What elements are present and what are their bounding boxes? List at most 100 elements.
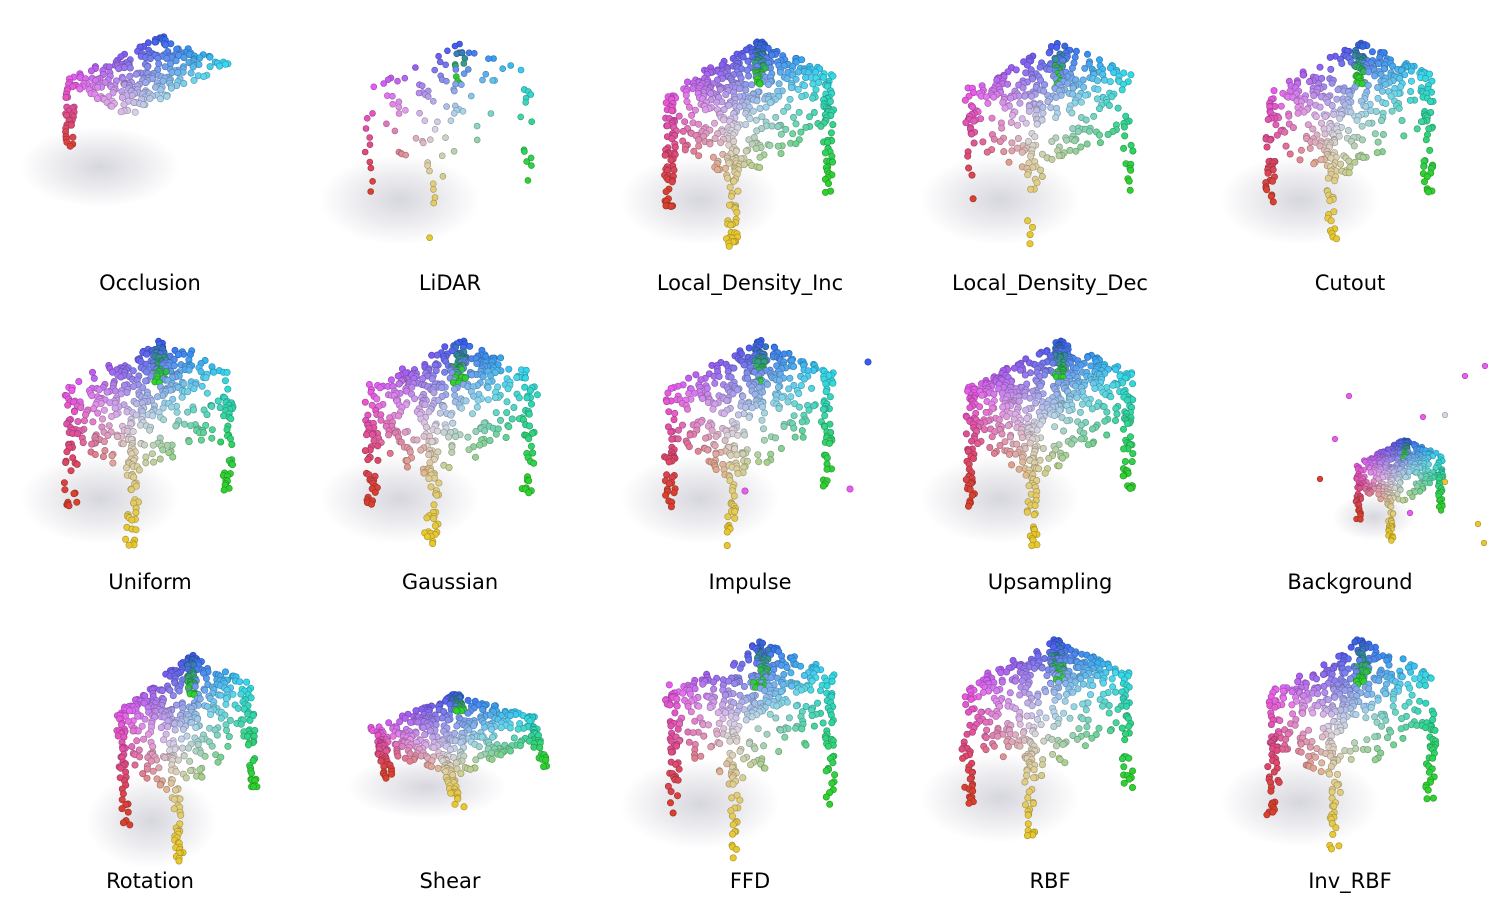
cloud-point [1126, 186, 1134, 194]
cloud-point [675, 426, 683, 434]
cloud-point [1269, 198, 1277, 206]
cloud-point [117, 390, 125, 398]
cloud-point [784, 103, 792, 111]
cloud-point [160, 736, 168, 744]
cloud-point [217, 438, 225, 446]
cloud-point [528, 118, 535, 125]
cloud-point [132, 411, 140, 419]
cloud-point [425, 408, 433, 416]
cloud-point [772, 434, 780, 442]
cloud-point [1304, 121, 1312, 129]
cloud-point [1007, 119, 1015, 127]
cloud-point [981, 426, 989, 434]
cloud-point [401, 74, 409, 82]
cloud-point [706, 140, 714, 148]
cloud-point [1030, 511, 1038, 519]
cloud-point [385, 431, 393, 439]
cloud-point [1024, 171, 1032, 179]
cloud-point [1069, 90, 1077, 98]
cloud-point [725, 101, 733, 109]
cloud-point [524, 177, 532, 184]
cloud-point [740, 361, 748, 369]
cloud-point [1063, 136, 1071, 144]
cloud-point [142, 79, 150, 87]
cloud-point [1094, 77, 1102, 85]
cloud-point [200, 429, 208, 437]
cloud-point [68, 387, 76, 395]
cloud-point [1441, 478, 1449, 486]
cloud-point [74, 430, 82, 438]
cloud-point [765, 81, 773, 89]
cloud-point [420, 469, 428, 477]
cloud-point [139, 101, 147, 109]
cloud-point [688, 111, 696, 119]
cloud-point [1031, 502, 1039, 510]
cloud-point [162, 41, 170, 49]
cloud-point [527, 91, 535, 98]
cloud-point [1337, 160, 1345, 168]
cloud-point [222, 668, 230, 676]
cloud-point [784, 398, 792, 406]
cloud-point [481, 427, 489, 435]
cloud-point [162, 730, 170, 738]
cloud-point [183, 732, 191, 740]
cloud-point [88, 392, 96, 400]
cloud-point [1033, 120, 1041, 128]
cloud-point [712, 432, 720, 440]
cloud-point [1066, 146, 1074, 154]
cloud-point [167, 84, 175, 92]
cloud-point [395, 380, 403, 388]
cloud-point [1388, 503, 1395, 510]
cloud-point [425, 475, 433, 483]
cloud-point [513, 374, 521, 382]
cloud-point [389, 100, 396, 108]
point-cloud [1316, 362, 1489, 547]
cloud-point [1294, 109, 1302, 117]
cloud-point [1378, 117, 1386, 125]
cloud-point [1060, 427, 1068, 435]
cloud-point [1023, 508, 1031, 516]
cloud-point [377, 416, 385, 424]
cloud-point [1001, 104, 1009, 112]
cloud-point [723, 542, 731, 550]
cloud-point [711, 379, 719, 387]
cloud-point [1004, 80, 1012, 88]
cloud-point [105, 63, 113, 71]
cloud-point [174, 351, 182, 359]
cloud-point [151, 38, 159, 46]
cloud-point [1310, 92, 1318, 100]
cloud-point [671, 143, 679, 151]
cloud-point [447, 117, 455, 124]
cloud-point [721, 437, 729, 445]
cloud-point [403, 457, 411, 465]
cloud-point [1014, 135, 1022, 143]
cloud-point [748, 404, 756, 412]
cloud-point [795, 403, 803, 411]
cloud-point [1263, 186, 1271, 194]
cloud-point [1285, 112, 1293, 120]
panel-label: Background [1287, 570, 1413, 594]
cloud-shadow [85, 774, 217, 869]
cloud-point [736, 85, 744, 93]
cloud-point [984, 99, 992, 107]
cloud-point [670, 489, 678, 497]
cloud-point [525, 435, 533, 443]
cloud-point [226, 716, 234, 724]
cloud-point [171, 726, 179, 734]
cloud-point [132, 509, 140, 517]
cloud-point [419, 82, 426, 90]
cloud-point [1090, 112, 1098, 120]
cloud-point [190, 385, 198, 393]
cloud-point [675, 112, 683, 120]
cloud-point [1358, 122, 1366, 130]
cloud-point [1358, 80, 1366, 88]
cloud-point [1048, 138, 1056, 146]
cloud-point [440, 428, 448, 436]
cloud-point [223, 368, 231, 376]
cloud-point [120, 101, 128, 109]
cloud-point [962, 430, 970, 438]
cloud-point [695, 142, 703, 150]
panel-impulse: Impulse [600, 299, 900, 598]
cloud-point [1481, 362, 1489, 370]
cloud-point [430, 389, 438, 397]
